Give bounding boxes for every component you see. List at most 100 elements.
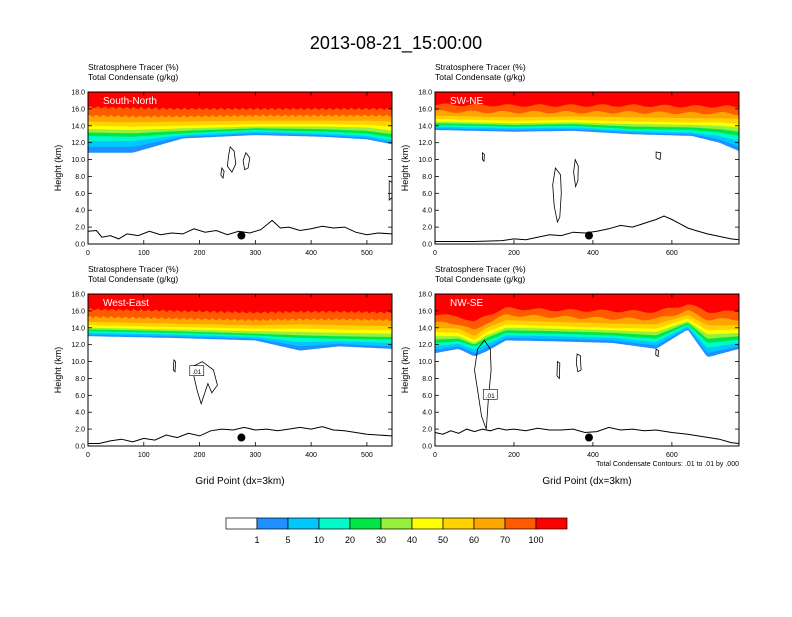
- y-tick-label: 16.0: [71, 308, 85, 315]
- variable-header-condensate: Total Condensate (g/kg): [435, 274, 525, 284]
- y-tick-label: 10.0: [418, 359, 432, 366]
- y-tick-label: 12.0: [418, 342, 432, 349]
- terrain-line: [88, 426, 392, 444]
- panel-label: SW-NE: [450, 96, 483, 107]
- y-tick-label: 4.0: [422, 410, 432, 417]
- y-axis-label: Height (km): [53, 145, 63, 192]
- x-axis-label: Grid Point (dx=3km): [195, 476, 284, 487]
- colorbar-swatch: [225, 517, 258, 530]
- tracer-band-100: [88, 294, 392, 314]
- y-tick-label: 4.0: [75, 208, 85, 215]
- colorbar-label: 60: [469, 535, 479, 545]
- y-tick-label: 12.0: [71, 342, 85, 349]
- colorbar-label: 100: [528, 535, 543, 545]
- y-tick-label: 4.0: [422, 208, 432, 215]
- colorbar-swatch: [473, 517, 506, 530]
- location-marker: [237, 231, 246, 240]
- contour-label-box: [482, 389, 498, 400]
- plot-frame: [87, 91, 393, 245]
- colorbar: 1 5 10 20 30 40 50 60 70 100: [225, 517, 568, 545]
- y-tick-label: 14.0: [71, 325, 85, 332]
- contour-label: .01: [192, 369, 201, 376]
- colorbar-label: 50: [438, 535, 448, 545]
- y-tick-label: 0.0: [422, 444, 432, 451]
- x-tick-label: 200: [194, 452, 206, 459]
- colorbar-swatch: [318, 517, 351, 530]
- location-marker: [237, 433, 246, 442]
- x-tick-label: 400: [305, 250, 317, 257]
- colorbar-swatch: [442, 517, 475, 530]
- x-tick-label: 100: [138, 250, 150, 257]
- y-tick-label: 0.0: [75, 444, 85, 451]
- y-tick-label: 2.0: [75, 427, 85, 434]
- variable-header-tracer: Stratosphere Tracer (%): [88, 62, 179, 72]
- condensate-contour: [242, 151, 251, 171]
- x-tick-label: 0: [86, 250, 90, 257]
- tracer-band-100: [435, 92, 739, 108]
- y-tick-label: 10.0: [418, 157, 432, 164]
- condensate-contour: [220, 166, 225, 180]
- location-marker: [584, 231, 593, 240]
- y-tick-label: 14.0: [71, 123, 85, 130]
- plot-frame: [434, 293, 740, 447]
- y-tick-label: 8.0: [422, 174, 432, 181]
- x-tick-label: 0: [433, 452, 437, 459]
- y-tick-label: 0.0: [75, 242, 85, 249]
- contour-note: Total Condensate Contours: .01 to .01 by…: [596, 461, 739, 468]
- x-tick-label: 400: [305, 452, 317, 459]
- y-tick-label: 10.0: [71, 157, 85, 164]
- y-tick-label: 16.0: [418, 106, 432, 113]
- colorbar-swatch: [504, 517, 537, 530]
- condensate-contour: [482, 151, 485, 163]
- terrain-line: [435, 426, 739, 444]
- condensate-contour: [172, 358, 177, 373]
- colorbar-swatch: [380, 517, 413, 530]
- y-tick-label: 18.0: [418, 292, 432, 299]
- colorbar-swatch: [411, 517, 444, 530]
- x-tick-label: 200: [508, 250, 520, 257]
- panel-sw-ne: SW-NE Stratosphere Tracer (%)Total Conden…: [400, 62, 740, 257]
- variable-header-tracer: Stratosphere Tracer (%): [88, 264, 179, 274]
- x-tick-label: 600: [666, 452, 678, 459]
- condensate-contour: [193, 361, 218, 406]
- condensate-contour: [575, 353, 582, 373]
- y-tick-label: 18.0: [71, 292, 85, 299]
- colorbar-swatch: [287, 517, 320, 530]
- y-tick-label: 8.0: [75, 174, 85, 181]
- contour-label-box: [189, 365, 205, 376]
- plot-area: [88, 92, 392, 244]
- y-tick-label: 0.0: [422, 242, 432, 249]
- x-tick-label: 100: [138, 452, 150, 459]
- y-tick-label: 4.0: [75, 410, 85, 417]
- colorbar-swatch: [535, 517, 568, 530]
- location-marker: [584, 433, 593, 442]
- colorbar-label: 10: [314, 535, 324, 545]
- plot-area: .01: [88, 294, 392, 446]
- colorbar-label: 5: [285, 535, 290, 545]
- colorbar-label: 40: [407, 535, 417, 545]
- colorbar-swatch: [349, 517, 382, 530]
- y-tick-label: 2.0: [422, 225, 432, 232]
- x-tick-label: 0: [433, 250, 437, 257]
- tracer-band-100: [435, 294, 739, 322]
- colorbar-label: 20: [345, 535, 355, 545]
- condensate-contour: [474, 339, 492, 430]
- x-tick-label: 300: [249, 250, 261, 257]
- y-tick-label: 2.0: [422, 427, 432, 434]
- x-tick-label: 400: [587, 250, 599, 257]
- tracer-band-100: [88, 92, 392, 111]
- panel-label: NW-SE: [450, 298, 483, 309]
- x-tick-label: 400: [587, 452, 599, 459]
- colorbar-label: 70: [500, 535, 510, 545]
- x-tick-label: 500: [361, 250, 373, 257]
- plot-area: [435, 92, 739, 244]
- variable-header-condensate: Total Condensate (g/kg): [88, 72, 178, 82]
- y-tick-label: 16.0: [418, 308, 432, 315]
- y-axis-label: Height (km): [400, 347, 410, 394]
- y-tick-label: 10.0: [71, 359, 85, 366]
- panel-south-north: South-North Stratosphere Tracer (%)Total …: [53, 62, 393, 257]
- y-tick-label: 18.0: [71, 90, 85, 97]
